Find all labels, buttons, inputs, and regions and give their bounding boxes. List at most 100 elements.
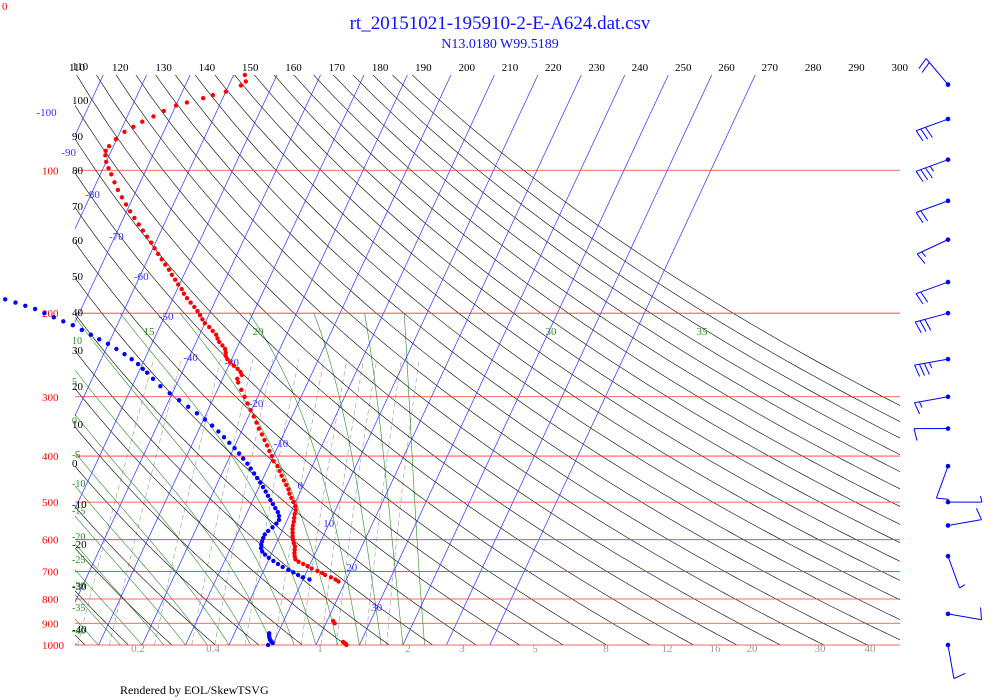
moist-adiabat-label: 30 bbox=[546, 326, 558, 338]
pressure-tick-label: 300 bbox=[42, 392, 59, 404]
dry-adiabat-label: 70 bbox=[72, 201, 84, 213]
temperature-point bbox=[238, 369, 243, 375]
mixing-ratio-line bbox=[274, 359, 325, 645]
temperature-point bbox=[245, 401, 250, 406]
wind-barb-flag bbox=[980, 607, 982, 620]
temperature-point bbox=[213, 332, 219, 337]
wind-barb-flag bbox=[915, 212, 924, 223]
dewpoint-point bbox=[276, 513, 282, 519]
temperature-point bbox=[254, 420, 259, 425]
pressure-tick-label: 600 bbox=[42, 535, 59, 547]
dry-adiabat-line bbox=[372, 75, 900, 439]
moist-adiabat-label: -5 bbox=[72, 450, 80, 461]
top-temp-tick-label: 120 bbox=[112, 62, 129, 74]
isotherm-label: -100 bbox=[36, 107, 57, 119]
wind-barb-flag bbox=[918, 58, 927, 69]
moist-adiabat-label: -20 bbox=[72, 532, 85, 543]
dewpoint-point bbox=[51, 315, 56, 320]
temperature-point bbox=[119, 195, 125, 200]
temperature-point bbox=[109, 172, 114, 177]
pressure-tick-label: 900 bbox=[42, 618, 59, 630]
dewpoint-point bbox=[129, 357, 134, 362]
temperature-point bbox=[293, 504, 298, 509]
top-temp-tick-label: 200 bbox=[458, 62, 475, 74]
moist-adiabat-label: -40 bbox=[72, 626, 85, 637]
dewpoint-point bbox=[140, 366, 145, 371]
wind-barb bbox=[913, 426, 951, 441]
dry-adiabat-label: 60 bbox=[72, 235, 84, 247]
temperature-point bbox=[290, 530, 295, 535]
temperature-point bbox=[173, 103, 179, 108]
wind-barb bbox=[945, 642, 966, 679]
temperature-point bbox=[291, 499, 296, 505]
mixing-ratio-label: 40 bbox=[865, 643, 877, 655]
dry-adiabat-line bbox=[75, 313, 433, 645]
temperature-point bbox=[287, 491, 292, 496]
isotherm-line bbox=[185, 75, 452, 645]
temperature-point bbox=[215, 336, 220, 341]
dewpoint-point bbox=[194, 411, 200, 416]
isotherm-line bbox=[402, 75, 669, 645]
temperature-point bbox=[242, 72, 248, 78]
mixing-ratio-label: 5 bbox=[532, 643, 538, 655]
dry-adiabat-line bbox=[75, 547, 173, 645]
dewpoint-point bbox=[236, 451, 242, 456]
isobars bbox=[75, 169, 900, 646]
isotherm-line bbox=[75, 75, 321, 604]
wind-barb-flag bbox=[923, 363, 930, 375]
wind-barb-staff bbox=[947, 644, 955, 679]
dewpoint-point bbox=[216, 429, 221, 434]
moist-adiabat-line bbox=[75, 414, 251, 645]
dewpoint-point bbox=[202, 417, 208, 422]
dewpoint-point bbox=[167, 391, 172, 396]
temperature-point bbox=[173, 277, 178, 282]
dry-adiabat-line bbox=[352, 75, 900, 456]
temperature-point bbox=[290, 523, 296, 528]
wind-barb bbox=[918, 58, 951, 87]
temperature-trace bbox=[103, 72, 349, 648]
dry-adiabat-line bbox=[96, 75, 781, 645]
isotherm-line bbox=[315, 75, 582, 645]
wind-barb-staff bbox=[915, 312, 949, 323]
dry-adiabat-line bbox=[392, 75, 900, 422]
dry-adiabat-line bbox=[194, 75, 900, 601]
top-temp-tick-label: 210 bbox=[502, 62, 519, 74]
dry-adiabat-label: 110 bbox=[72, 61, 89, 73]
temperature-point bbox=[159, 257, 164, 262]
temperature-point bbox=[140, 119, 145, 124]
dry-adiabat-label: -30 bbox=[72, 581, 87, 593]
mixing-ratio-label: 0.4 bbox=[206, 643, 220, 655]
dewpoint-point bbox=[274, 521, 279, 526]
wind-barb-staff bbox=[914, 396, 949, 404]
dry-adiabats bbox=[75, 75, 900, 645]
wind-barb-flag bbox=[918, 363, 925, 376]
isotherm-line bbox=[0, 65, 21, 645]
wind-barb-staff bbox=[935, 465, 949, 499]
dry-adiabat-line bbox=[234, 75, 900, 562]
temperature-point bbox=[123, 202, 129, 207]
wind-barb bbox=[916, 237, 951, 264]
dewpoint-point bbox=[186, 404, 191, 409]
isotherm-line bbox=[272, 75, 539, 645]
moist-adiabat-label: 20 bbox=[253, 326, 265, 338]
dewpoint-point bbox=[261, 535, 266, 541]
mixing-ratio-label: 3 bbox=[459, 643, 465, 655]
temperature-point bbox=[195, 308, 200, 314]
moist-adiabat-label: -30 bbox=[72, 581, 85, 592]
isotherm-line bbox=[0, 65, 64, 645]
top-temp-tick-label: 140 bbox=[199, 62, 216, 74]
dewpoint-point bbox=[135, 361, 141, 367]
wind-barb-flag bbox=[915, 171, 924, 182]
dry-adiabat-line bbox=[75, 506, 216, 645]
temperature-point bbox=[202, 321, 208, 326]
dewpoint-point bbox=[245, 461, 250, 466]
temperature-point bbox=[331, 618, 336, 624]
temperature-point bbox=[136, 222, 141, 227]
dewpoint-point bbox=[61, 319, 66, 324]
temperature-point bbox=[223, 350, 228, 355]
temperature-point bbox=[176, 282, 181, 287]
wind-barb bbox=[945, 495, 983, 505]
wind-barb-staff bbox=[916, 239, 949, 255]
wind-barb bbox=[915, 279, 951, 305]
mixing-ratio-line bbox=[109, 359, 182, 645]
